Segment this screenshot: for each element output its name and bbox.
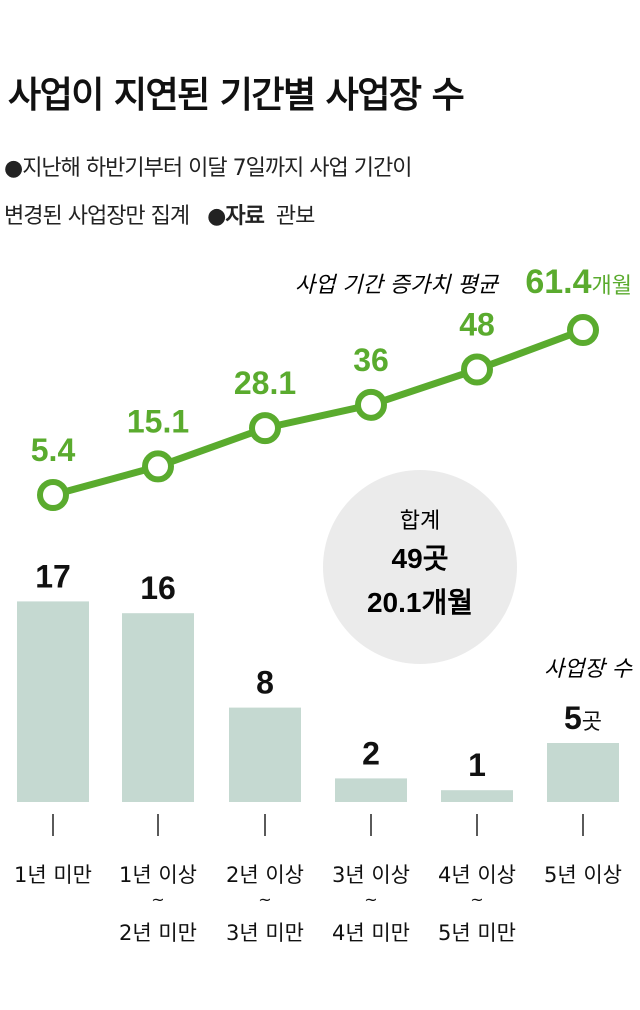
chart-title: 사업이 지연된 기간별 사업장 수 — [8, 75, 465, 116]
line-series-title: 사업 기간 증가치 평균 — [295, 273, 500, 298]
axis-label-2: 3년 미만 — [226, 921, 304, 945]
bar — [547, 743, 619, 802]
bar-label: 17 — [35, 558, 71, 594]
line-point — [37, 479, 69, 511]
bar — [441, 790, 513, 802]
source-label: ●자료 — [207, 204, 265, 229]
axis-tilde: ~ — [470, 890, 483, 909]
line-label: 48 — [459, 307, 495, 343]
axis-label-2: 4년 미만 — [332, 921, 410, 945]
line-point — [142, 450, 174, 483]
total-months: 20.1개월 — [367, 587, 473, 618]
line-label: 61.4개월 — [525, 263, 632, 301]
note-line-1: ●지난해 하반기부터 이달 7일까지 사업 기간이 — [4, 156, 412, 181]
axis-label: 2년 이상 — [226, 863, 304, 887]
line-point — [461, 353, 493, 386]
line-label: 15.1 — [127, 403, 189, 439]
note-text: 변경된 사업장만 집계 — [4, 204, 190, 229]
axis-label: 4년 이상 — [438, 863, 516, 887]
bar-label: 5곳 — [564, 700, 602, 736]
bar — [335, 778, 407, 802]
source-value: 관보 — [275, 204, 315, 229]
line-point — [249, 412, 281, 445]
bar — [229, 707, 301, 802]
bar-label: 8 — [256, 665, 274, 701]
bar-label: 2 — [362, 735, 380, 771]
axis-label-2: 2년 미만 — [119, 921, 197, 945]
bar — [122, 613, 194, 802]
line-point — [355, 388, 387, 421]
total-count: 49곳 — [392, 543, 449, 574]
axis-label: 1년 미만 — [14, 863, 92, 887]
axis-label: 3년 이상 — [332, 863, 410, 887]
bar-label: 16 — [140, 570, 176, 606]
bar-series-title: 사업장 수 — [544, 657, 633, 682]
axis-tilde: ~ — [258, 890, 271, 909]
axis-label: 5년 이상 — [544, 863, 622, 887]
total-label: 합계 — [400, 509, 440, 534]
line-label: 36 — [353, 342, 389, 378]
line-series — [52, 326, 585, 499]
axis-tilde: ~ — [151, 890, 164, 909]
bar-label: 1 — [468, 747, 486, 783]
axis-tilde: ~ — [364, 890, 377, 909]
bar — [17, 601, 89, 802]
line-point — [567, 314, 599, 347]
axis-label-2: 5년 미만 — [438, 921, 516, 945]
line-label: 5.4 — [31, 432, 76, 468]
total-circle — [323, 470, 517, 664]
note-line-2: 변경된 사업장만 집계 ●자료 관보 — [4, 198, 315, 230]
axis-label: 1년 이상 — [119, 863, 197, 887]
line-label: 28.1 — [234, 365, 296, 401]
